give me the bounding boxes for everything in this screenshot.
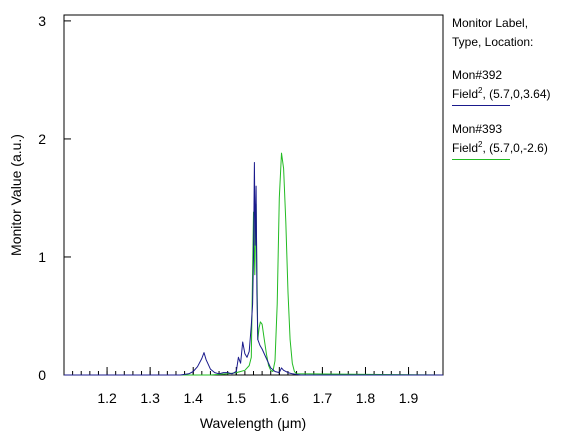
legend-location-text: , (5.7,0,-2.6) xyxy=(482,141,548,155)
x-tick-label: 1.3 xyxy=(140,390,160,406)
legend-field-superscript: 2 xyxy=(478,140,483,149)
legend-swatch xyxy=(452,105,510,106)
x-tick-label: 1.5 xyxy=(227,390,247,406)
x-tick-label: 1.4 xyxy=(183,390,203,406)
legend-location-text: , (5.7,0,3.64) xyxy=(482,87,551,101)
legend-swatch xyxy=(452,159,510,160)
legend-entry: Mon#393 Field2, (5.7,0,-2.6) xyxy=(452,120,551,160)
x-tick-label: 1.8 xyxy=(356,390,376,406)
x-tick-label: 1.7 xyxy=(313,390,333,406)
series-line-mon393 xyxy=(64,152,444,376)
legend-field-superscript: 2 xyxy=(478,86,483,95)
x-tick-label: 1.6 xyxy=(270,390,290,406)
legend-header-line2: Type, Location: xyxy=(452,35,534,49)
y-tick-label: 1 xyxy=(38,249,46,265)
legend-field-text: Field xyxy=(452,141,479,155)
legend: Monitor Label, Type, Location: Mon#392 Fi… xyxy=(452,14,551,160)
y-axis-label: Monitor Value (a.u.) xyxy=(8,134,24,256)
y-tick-label: 0 xyxy=(38,367,46,383)
legend-entry-label: Mon#393 xyxy=(452,122,503,136)
x-tick-label: 1.9 xyxy=(399,390,419,406)
plot-area xyxy=(63,14,444,376)
x-tick-label: 1.2 xyxy=(97,390,117,406)
legend-entry-type-location: Field2, (5.7,0,-2.6) xyxy=(452,139,551,158)
legend-entry-type-location: Field2, (5.7,0,3.64) xyxy=(452,85,551,104)
legend-header-line1: Monitor Label, xyxy=(452,16,529,30)
legend-entry-label: Mon#392 xyxy=(452,68,503,82)
y-tick-label: 2 xyxy=(38,131,46,147)
legend-entries: Mon#392 Field2, (5.7,0,3.64) Mon#393 Field2… xyxy=(452,66,551,160)
series-layer xyxy=(64,152,444,376)
series-line-mon392 xyxy=(64,162,443,376)
legend-entry: Mon#392 Field2, (5.7,0,3.64) xyxy=(452,66,551,106)
x-axis-label: Wavelength (μm) xyxy=(200,415,306,431)
y-tick-label: 3 xyxy=(38,13,46,29)
x-axis-ticks: 1.2 1.3 1.4 1.5 1.6 1.7 1.8 1.9 xyxy=(97,367,418,406)
legend-field-text: Field xyxy=(452,87,479,101)
